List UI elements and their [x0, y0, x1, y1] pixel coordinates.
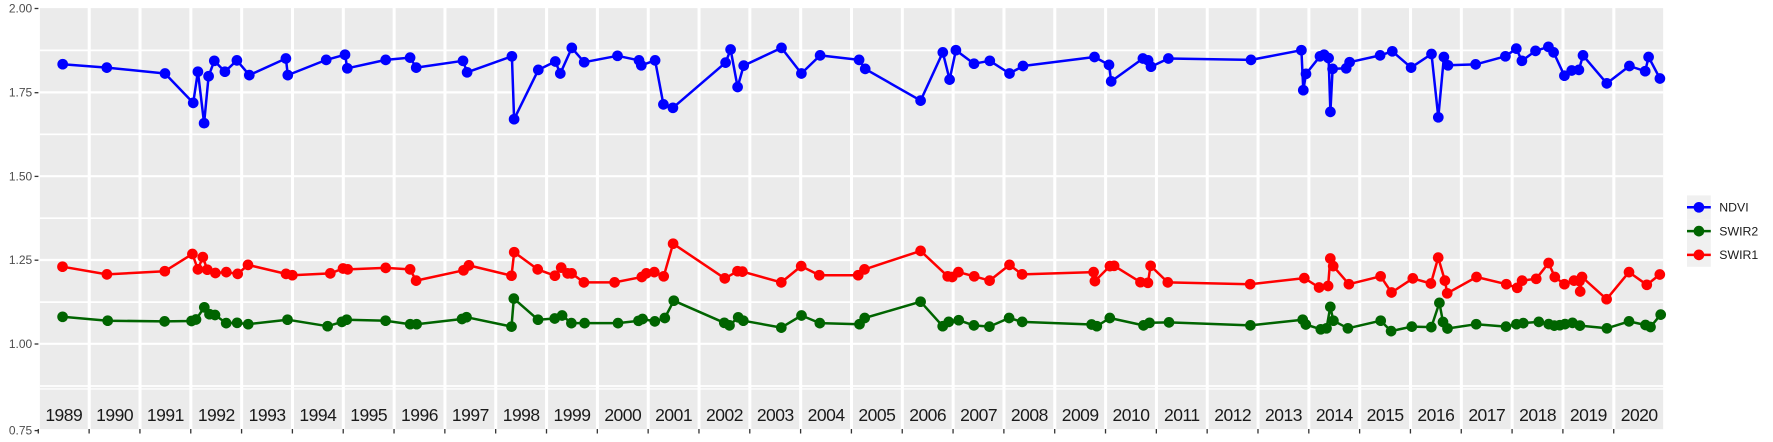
svg-text:2014: 2014 [1316, 405, 1354, 425]
svg-text:NDVI: NDVI [1719, 201, 1748, 215]
svg-text:1.25: 1.25 [9, 253, 33, 267]
svg-text:0.75: 0.75 [9, 424, 33, 438]
svg-text:2003: 2003 [757, 405, 794, 425]
svg-text:2016: 2016 [1417, 405, 1454, 425]
svg-text:2004: 2004 [808, 405, 846, 425]
svg-text:2018: 2018 [1519, 405, 1556, 425]
svg-text:2011: 2011 [1164, 405, 1200, 425]
svg-text:2009: 2009 [1062, 405, 1099, 425]
svg-text:2010: 2010 [1113, 405, 1151, 425]
svg-text:1.75: 1.75 [9, 86, 33, 100]
svg-text:1998: 1998 [503, 405, 540, 425]
svg-text:1992: 1992 [198, 405, 235, 425]
svg-text:2006: 2006 [909, 405, 946, 425]
svg-text:1997: 1997 [452, 405, 489, 425]
svg-text:1.00: 1.00 [9, 337, 33, 351]
svg-text:1995: 1995 [350, 405, 387, 425]
svg-text:2008: 2008 [1011, 405, 1048, 425]
svg-text:1990: 1990 [96, 405, 134, 425]
svg-text:2002: 2002 [706, 405, 743, 425]
svg-text:2015: 2015 [1367, 405, 1404, 425]
svg-text:2007: 2007 [960, 405, 997, 425]
svg-text:2013: 2013 [1265, 405, 1302, 425]
svg-text:1996: 1996 [401, 405, 438, 425]
svg-text:2000: 2000 [604, 405, 642, 425]
svg-text:2019: 2019 [1570, 405, 1607, 425]
svg-text:2020: 2020 [1621, 405, 1659, 425]
svg-text:2001: 2001 [655, 405, 692, 425]
svg-text:1991: 1991 [147, 405, 184, 425]
svg-text:1993: 1993 [249, 405, 286, 425]
svg-text:2005: 2005 [858, 405, 895, 425]
svg-text:2.00: 2.00 [9, 2, 33, 16]
svg-text:2012: 2012 [1214, 405, 1251, 425]
svg-text:1999: 1999 [554, 405, 591, 425]
svg-text:SWIR1: SWIR1 [1719, 248, 1758, 262]
svg-text:1.50: 1.50 [9, 169, 33, 183]
svg-text:2017: 2017 [1468, 405, 1505, 425]
svg-text:SWIR2: SWIR2 [1719, 224, 1758, 238]
svg-text:1989: 1989 [45, 405, 82, 425]
svg-text:1994: 1994 [299, 405, 337, 425]
